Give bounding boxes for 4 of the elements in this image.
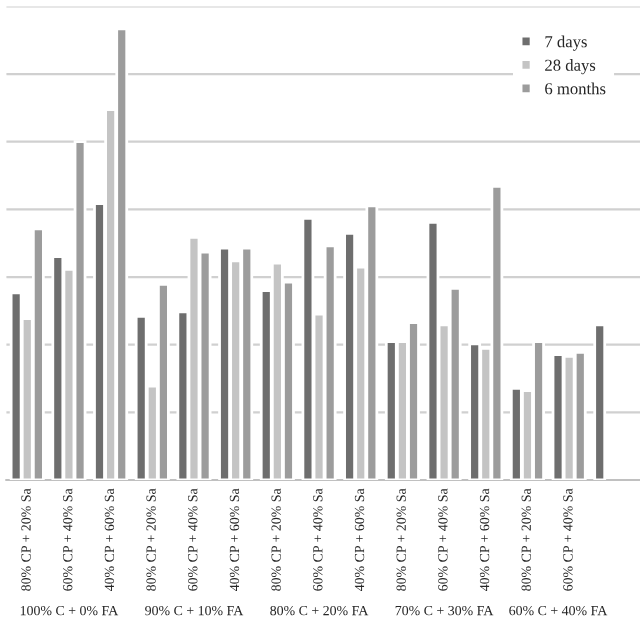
legend-label: 28 days [545, 59, 596, 75]
legend-label: 6 months [545, 82, 606, 95]
bar [593, 323, 607, 480]
legend-label: 7 days [545, 35, 587, 51]
